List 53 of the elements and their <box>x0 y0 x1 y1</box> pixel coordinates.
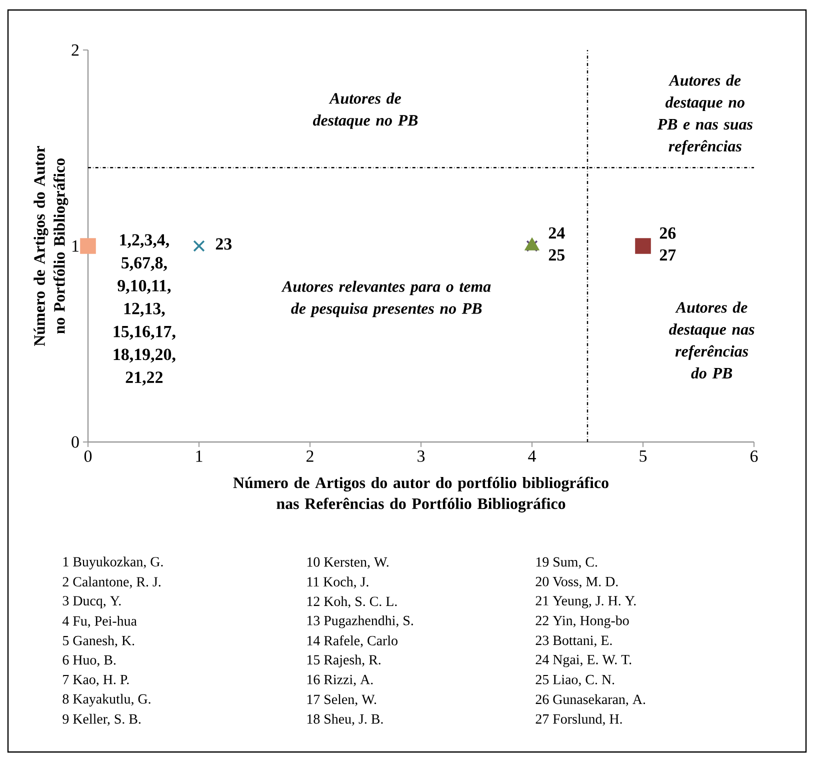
annotation: 21,22 <box>126 372 163 386</box>
text: 17 Selen, W. <box>307 694 376 706</box>
text: 14 Rafele, Carlo <box>307 635 398 648</box>
x-tick-label: 6 <box>750 450 758 462</box>
text: 15 Rajesh, R. <box>307 654 380 668</box>
annotation: 12,13, <box>124 302 165 317</box>
text: 1 Buyukozkan, G. <box>63 556 163 570</box>
text: 21 Yeung, J. H. Y. <box>536 596 636 608</box>
text: 3 Ducq, Y. <box>62 596 121 608</box>
annotation: 24 25 <box>548 227 565 261</box>
x-tick-label: 4 <box>528 450 536 462</box>
text: 10 Kersten, W. <box>307 557 388 569</box>
text: 27 Forslund, H. <box>536 714 622 726</box>
text: 13 Pugazhendhi, S. <box>307 615 413 628</box>
text: 24 Ngai, E. W. T. <box>536 654 632 668</box>
text: 6 Huo, B. <box>62 655 116 667</box>
x-tick-label: 5 <box>640 450 647 462</box>
annotation: 15,16,17, <box>114 326 176 340</box>
annotation: 18,19,20, <box>114 348 176 363</box>
annotation: Autores de destaque no PB <box>312 92 418 129</box>
text: 4 Fu, Pei-hua <box>62 616 137 628</box>
text: 16 Rizzi, A. <box>307 674 373 686</box>
annotation: Autores de destaque no PB e nas suas referências <box>657 74 752 155</box>
annotation: Autores de destaque nas referências do PB <box>669 302 754 379</box>
y-axis-title: Número de Artigos do Autor no Portfólio Bibliográfico <box>34 146 68 346</box>
x-axis-title: Número de Artigos do autor do portfólio bibliográfico nas Referências do Portfólio Bibliográfico <box>233 476 608 512</box>
y-tick-label: 1 <box>72 240 78 252</box>
x-tick-label: 1 <box>196 450 202 462</box>
text: 2 Calantone, R. J. <box>62 576 160 589</box>
y-tick-label: 2 <box>72 44 79 56</box>
x-tick-label: 2 <box>306 450 314 462</box>
text: 7 Kao, H. P. <box>63 674 129 686</box>
x-tick-label: 0 <box>84 450 92 462</box>
text: 9 Keller, S. B. <box>62 714 141 726</box>
text: 20 Voss, M. D. <box>536 576 618 588</box>
text: 22 Yin, Hong-bo <box>536 615 629 628</box>
text: 26 Gunasekaran, A. <box>536 694 646 706</box>
y-tick-label: 0 <box>72 436 79 448</box>
text: 12 Koh, S. C. L. <box>307 596 397 608</box>
text: 5 Ganesh, K. <box>63 635 134 648</box>
text: 25 Liao, C. N. <box>536 674 614 686</box>
text: 11 Koch, J. <box>307 576 368 589</box>
annotation: 9,10,11, <box>118 280 171 294</box>
text: 8 Kayakutlu, G. <box>62 694 150 707</box>
annotation: 1,2,3,4, <box>120 234 169 248</box>
annotation: 26 27 <box>660 227 676 261</box>
annotation: 5,67,8, <box>122 257 167 271</box>
text: 19 Sum, C. <box>536 557 598 569</box>
annotation: Autores relevantes para o tema de pesquisa presentes no PB <box>281 280 491 318</box>
annotation: 23 <box>216 238 232 250</box>
x-tick-label: 3 <box>418 450 425 462</box>
text: 18 Sheu, J. B. <box>307 714 383 726</box>
text: 23 Bottani, E. <box>536 636 612 648</box>
